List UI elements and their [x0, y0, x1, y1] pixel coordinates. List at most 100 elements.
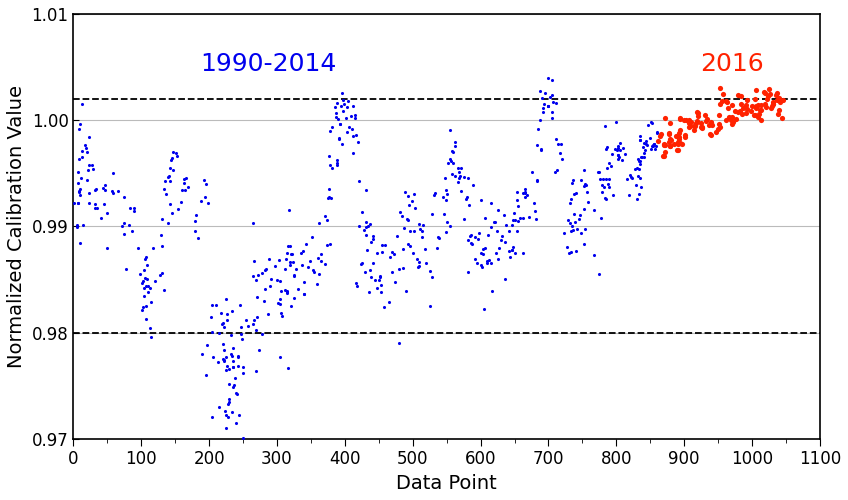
Point [657, 140, 671, 148]
Point [280, 287, 293, 295]
Point [70, 222, 84, 230]
Point [359, 268, 372, 276]
Point [86, 160, 99, 168]
Point [633, 136, 647, 143]
Point [671, 140, 684, 148]
Point [460, 194, 473, 202]
Point [662, 138, 676, 146]
Point [94, 214, 108, 222]
Point [679, 116, 693, 124]
Point [765, 104, 778, 112]
Point [401, 192, 415, 200]
Point [448, 138, 461, 146]
Point [117, 193, 131, 201]
Point [739, 109, 752, 117]
Point [503, 254, 516, 262]
Point [511, 218, 525, 226]
Point [776, 96, 789, 104]
Point [365, 238, 378, 246]
Point [424, 268, 438, 276]
Point [677, 116, 690, 124]
Point [634, 153, 648, 161]
Point [431, 233, 444, 241]
Point [460, 193, 473, 201]
Point [81, 148, 94, 156]
Point [648, 140, 661, 147]
Point [444, 155, 457, 163]
Point [570, 246, 583, 254]
Point [386, 268, 399, 276]
Point [587, 206, 600, 214]
Point [775, 114, 789, 122]
Point [284, 250, 298, 258]
Point [594, 188, 608, 196]
Point [363, 220, 377, 228]
Point [644, 118, 657, 126]
Point [393, 265, 406, 273]
Point [610, 118, 623, 126]
Point [484, 200, 498, 207]
Point [639, 140, 653, 148]
Y-axis label: Normalized Calibration Value: Normalized Calibration Value [7, 85, 26, 368]
Point [332, 120, 346, 128]
Point [673, 126, 687, 134]
Point [401, 240, 415, 248]
Point [139, 302, 153, 310]
Point [201, 341, 215, 349]
Point [165, 154, 178, 162]
Point [393, 208, 407, 216]
Point [731, 90, 745, 98]
Point [78, 141, 92, 149]
Point [750, 113, 764, 121]
Point [332, 135, 345, 143]
Point [690, 117, 704, 125]
Point [219, 294, 232, 302]
Point [553, 148, 566, 156]
Point [631, 156, 644, 164]
Point [220, 310, 233, 318]
Point [159, 190, 172, 198]
Point [206, 354, 220, 362]
Point [704, 118, 717, 126]
Point [519, 193, 533, 201]
Point [178, 186, 192, 194]
Point [454, 164, 467, 172]
Point [206, 414, 220, 422]
Point [522, 213, 536, 221]
Point [263, 255, 276, 263]
Point [399, 287, 413, 295]
Point [472, 229, 486, 237]
Point [466, 240, 479, 248]
Point [220, 362, 234, 370]
Point [349, 131, 363, 139]
Point [337, 106, 350, 114]
Point [577, 182, 590, 190]
Point [189, 211, 203, 219]
Point [323, 127, 337, 135]
Point [644, 134, 657, 141]
Point [281, 289, 294, 297]
Point [570, 224, 583, 232]
Point [598, 122, 611, 130]
Point [140, 253, 153, 261]
Point [499, 275, 512, 283]
Point [548, 168, 561, 176]
Point [413, 225, 427, 233]
Point [366, 258, 380, 266]
Text: 1990-2014: 1990-2014 [200, 52, 337, 76]
Point [520, 190, 533, 198]
Point [510, 196, 524, 204]
Point [364, 273, 377, 281]
Point [748, 111, 762, 119]
Point [704, 132, 717, 140]
Point [545, 114, 559, 122]
Point [461, 236, 475, 244]
Point [531, 125, 544, 133]
Point [658, 114, 672, 122]
Point [485, 224, 499, 232]
Point [727, 118, 740, 126]
Point [226, 344, 240, 352]
Point [477, 305, 491, 313]
Point [600, 144, 614, 152]
Point [285, 250, 298, 258]
